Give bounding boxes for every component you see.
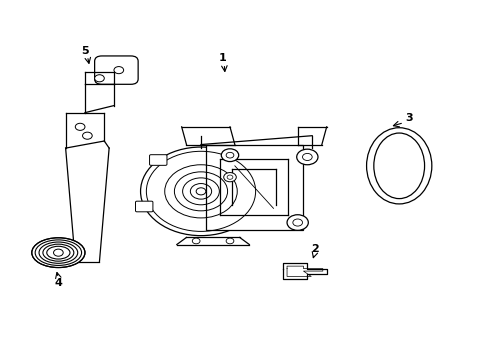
Ellipse shape xyxy=(39,242,78,263)
Circle shape xyxy=(53,249,63,256)
Ellipse shape xyxy=(373,133,424,199)
Ellipse shape xyxy=(366,128,431,204)
Text: 4: 4 xyxy=(54,278,62,288)
Ellipse shape xyxy=(35,240,81,265)
Circle shape xyxy=(223,172,236,182)
Text: 3: 3 xyxy=(404,113,412,123)
FancyBboxPatch shape xyxy=(135,201,153,212)
FancyBboxPatch shape xyxy=(149,155,166,165)
Circle shape xyxy=(192,238,200,244)
Circle shape xyxy=(196,188,205,195)
Text: 1: 1 xyxy=(219,53,226,63)
Circle shape xyxy=(286,215,308,230)
Circle shape xyxy=(82,132,92,139)
Circle shape xyxy=(296,149,317,165)
Circle shape xyxy=(95,75,104,82)
Circle shape xyxy=(75,123,85,130)
Circle shape xyxy=(114,67,123,74)
Circle shape xyxy=(225,238,233,244)
Text: 5: 5 xyxy=(81,46,89,56)
Ellipse shape xyxy=(47,246,70,259)
Text: 2: 2 xyxy=(310,244,318,254)
Circle shape xyxy=(225,152,233,158)
Circle shape xyxy=(302,153,311,161)
Circle shape xyxy=(140,147,261,236)
FancyBboxPatch shape xyxy=(95,56,138,84)
Circle shape xyxy=(292,219,302,226)
Circle shape xyxy=(226,175,232,179)
Ellipse shape xyxy=(43,244,74,261)
Bar xyxy=(205,145,302,230)
Ellipse shape xyxy=(32,238,85,267)
Circle shape xyxy=(221,149,238,162)
